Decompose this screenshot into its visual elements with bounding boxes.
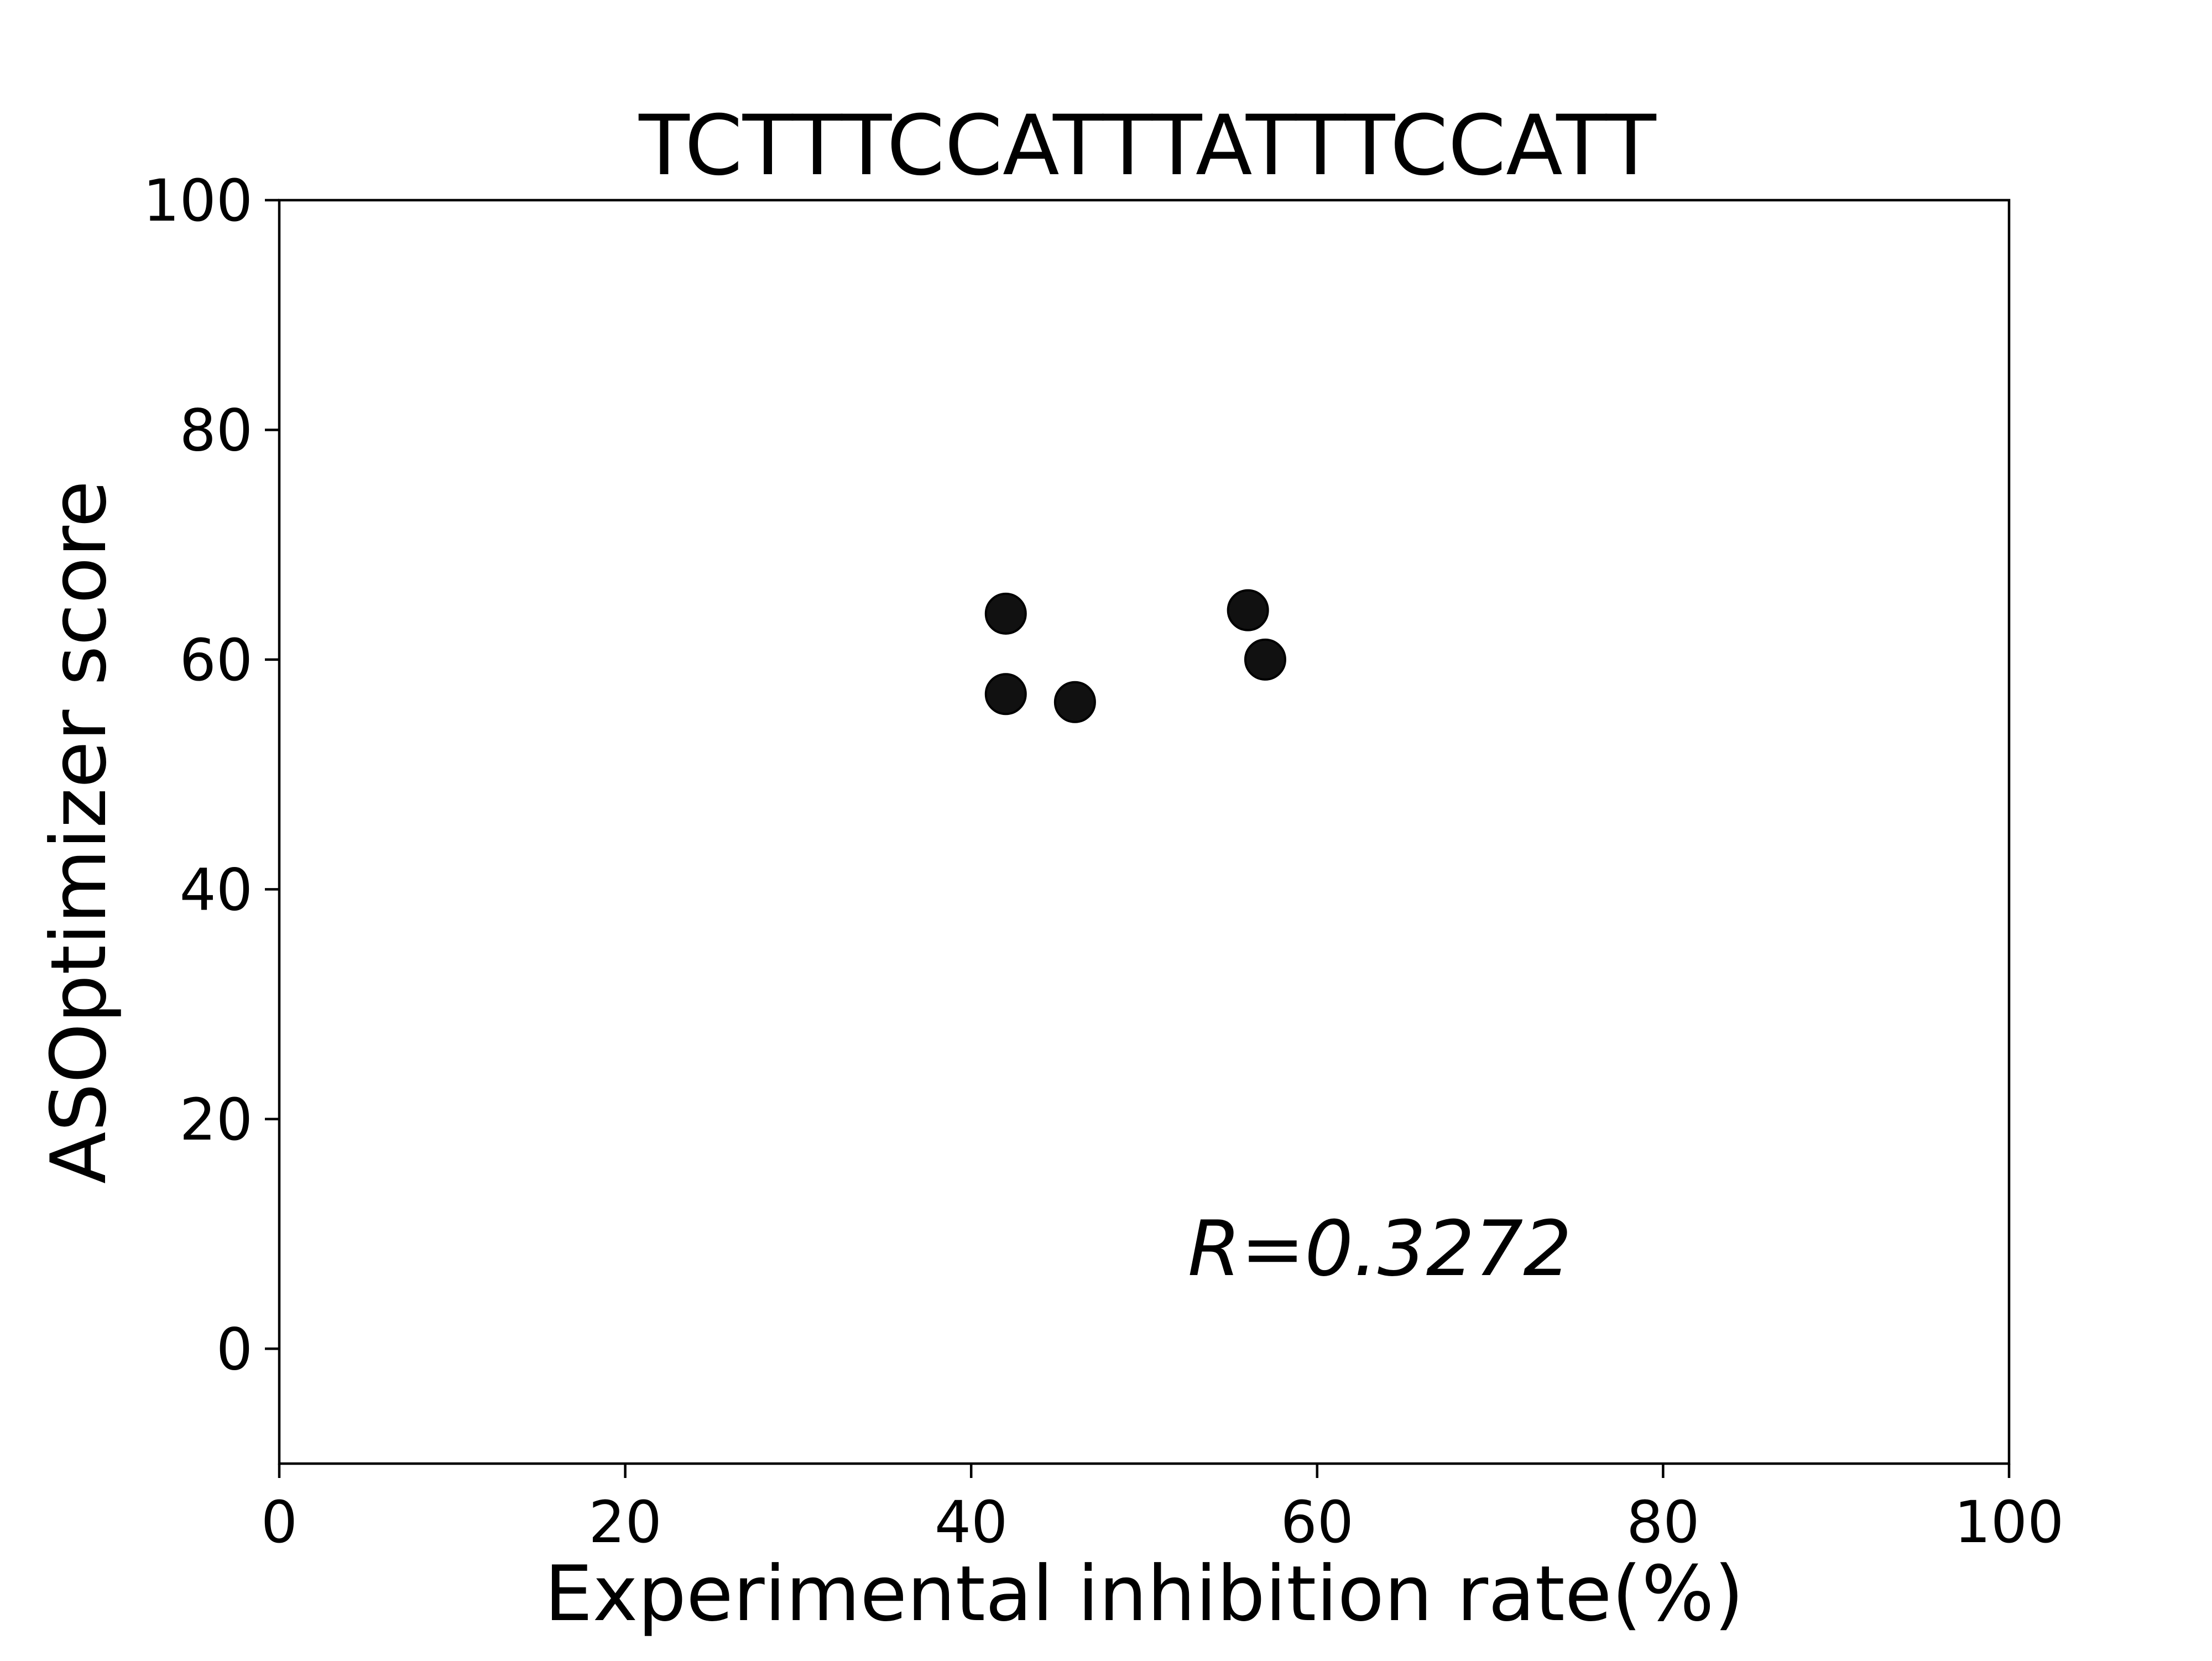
data-point (1227, 589, 1269, 631)
chart-title: TCTTTCCATTTATTTCCATT (638, 98, 1657, 194)
data-points (984, 589, 1286, 723)
correlation-annotation: R=0.3272 (1188, 1204, 1572, 1293)
x-tick-label: 20 (588, 1488, 661, 1556)
y-tick-label: 80 (180, 396, 253, 464)
x-tick-label: 40 (935, 1488, 1008, 1556)
x-tick-label: 100 (1954, 1488, 2064, 1556)
y-tick-label: 40 (180, 856, 253, 923)
y-tick-label: 20 (180, 1086, 253, 1153)
x-axis-ticks: 0 20 40 60 80 100 (261, 1464, 2064, 1556)
y-tick-label: 60 (180, 626, 253, 694)
data-point (1244, 638, 1286, 681)
data-point (1053, 681, 1096, 723)
x-tick-label: 0 (261, 1488, 298, 1556)
x-axis-label: Experimental inhibition rate(%) (545, 1549, 1744, 1638)
plot-frame (278, 199, 2011, 1465)
y-axis-label: ASOptimizer score (34, 480, 123, 1184)
y-tick-label: 100 (143, 167, 253, 234)
data-point (984, 592, 1027, 635)
x-tick-label: 80 (1626, 1488, 1699, 1556)
y-tick-label: 0 (216, 1315, 253, 1383)
y-axis-ticks: 0 20 40 60 80 100 (143, 167, 279, 1383)
data-point (984, 673, 1027, 715)
x-tick-label: 60 (1281, 1488, 1354, 1556)
